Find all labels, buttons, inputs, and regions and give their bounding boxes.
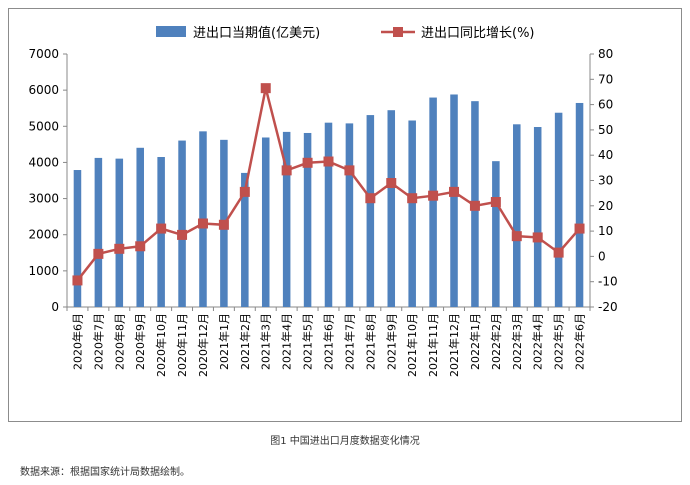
x-tick-label-10: 2021年3月 — [259, 313, 273, 370]
bar-12 — [303, 132, 312, 307]
bar-10 — [261, 137, 270, 307]
y-right-tick-label: 50 — [598, 123, 613, 137]
x-tick-label-19: 2021年12月 — [447, 313, 461, 377]
x-tick-label-12: 2021年5月 — [301, 313, 315, 370]
y-left-tick-label: 3000 — [28, 192, 59, 206]
y-right-tick-label: 70 — [598, 72, 613, 86]
growth-point-5 — [156, 223, 167, 234]
y-left-tick-label: 7000 — [28, 47, 59, 61]
bar-15 — [366, 115, 375, 308]
x-tick-label-8: 2021年1月 — [217, 313, 231, 370]
x-tick-label-7: 2020年12月 — [196, 313, 210, 377]
growth-point-14 — [344, 165, 355, 176]
figure-caption: 图1 中国进出口月度数据变化情况 — [270, 436, 420, 447]
x-tick-label-21: 2022年2月 — [489, 313, 503, 370]
bar-19 — [450, 94, 458, 307]
x-tick-label-25: 2022年6月 — [573, 313, 587, 370]
x-tick-label-16: 2021年9月 — [384, 313, 398, 370]
bar-14 — [345, 123, 354, 307]
growth-point-17 — [407, 193, 418, 204]
x-tick-label-22: 2022年3月 — [510, 313, 524, 370]
growth-point-13 — [323, 156, 334, 167]
legend-bar-swatch — [156, 26, 186, 37]
y-right-tick-label: 40 — [598, 148, 613, 162]
bar-25 — [575, 102, 584, 307]
growth-point-2 — [93, 248, 104, 259]
growth-point-10 — [260, 83, 271, 94]
y-left-tick-label: 5000 — [28, 119, 59, 133]
bar-23 — [533, 127, 542, 307]
x-tick-label-18: 2021年11月 — [426, 313, 440, 377]
growth-point-20 — [469, 200, 480, 211]
x-tick-label-2: 2020年7月 — [91, 313, 105, 370]
growth-point-7 — [197, 218, 208, 229]
y-left-tick-label: 4000 — [28, 155, 59, 169]
source-note: 数据来源：根据国家统计局数据绘制。 — [20, 467, 190, 478]
y-right-tick-label: 80 — [598, 47, 613, 61]
growth-point-25 — [574, 223, 585, 234]
y-left-tick-label: 2000 — [28, 228, 59, 242]
growth-point-22 — [511, 231, 522, 242]
bar-21 — [492, 161, 500, 307]
x-tick-label-13: 2021年6月 — [322, 313, 336, 370]
bar-13 — [324, 122, 333, 308]
growth-point-1 — [72, 275, 83, 286]
y-left-tick-label: 6000 — [28, 83, 59, 97]
bar-18 — [429, 97, 437, 307]
growth-point-19 — [449, 186, 460, 197]
x-tick-label-9: 2021年2月 — [238, 313, 252, 370]
bar-6 — [178, 140, 186, 307]
bar-24 — [554, 112, 563, 307]
growth-point-24 — [553, 247, 564, 258]
growth-point-11 — [281, 165, 292, 176]
x-tick-label-11: 2021年4月 — [280, 313, 294, 370]
y-right-tick-label: -10 — [598, 275, 618, 289]
x-tick-label-14: 2021年7月 — [342, 313, 356, 370]
y-right-tick-label: 20 — [598, 199, 613, 213]
x-tick-label-4: 2020年9月 — [133, 313, 147, 370]
y-right-tick-label: -20 — [598, 300, 618, 314]
bar-1 — [73, 170, 82, 307]
legend-line-label: 进出口同比增长(%) — [421, 26, 535, 41]
growth-point-3 — [114, 243, 125, 254]
growth-point-23 — [532, 232, 543, 243]
chart-svg: 0 1000 2000 3000 4000 5000 6000 7000 -20 -10 0 10 20… — [28, 25, 618, 377]
x-tick-label-20: 2022年1月 — [468, 313, 482, 370]
y-right-tick-label: 30 — [598, 174, 613, 188]
x-tick-label-6: 2020年11月 — [175, 313, 189, 377]
growth-point-15 — [365, 193, 376, 204]
x-tick-label-23: 2022年4月 — [531, 313, 545, 370]
y-left-tick-label: 1000 — [28, 264, 59, 278]
bar-3 — [115, 158, 124, 307]
y-right-tick-label: 60 — [598, 98, 613, 112]
growth-point-8 — [218, 219, 229, 230]
growth-point-21 — [490, 197, 501, 208]
x-tick-label-1: 2020年6月 — [70, 313, 84, 370]
bar-17 — [408, 120, 416, 307]
x-tick-label-15: 2021年8月 — [363, 313, 377, 370]
x-tick-label-5: 2020年10月 — [154, 313, 168, 377]
bar-9 — [241, 172, 249, 307]
y-right-tick-label: 10 — [598, 224, 613, 238]
growth-point-18 — [428, 190, 439, 201]
growth-point-12 — [302, 157, 313, 168]
growth-point-9 — [239, 186, 250, 197]
legend-line-marker — [393, 27, 403, 37]
x-tick-label-17: 2021年10月 — [405, 313, 419, 377]
chart-frame: 0 1000 2000 3000 4000 5000 6000 7000 -20 -10 0 10 20… — [8, 8, 682, 422]
y-right-tick-label: 0 — [598, 249, 606, 263]
growth-point-4 — [135, 241, 146, 252]
growth-point-16 — [386, 178, 397, 189]
bar-11 — [282, 131, 291, 307]
x-tick-label-24: 2022年5月 — [552, 313, 566, 370]
growth-point-6 — [177, 229, 188, 240]
bar-22 — [513, 124, 521, 308]
y-left-tick-label: 0 — [51, 300, 59, 314]
bar-16 — [387, 110, 396, 307]
legend-bar-label: 进出口当期值(亿美元) — [193, 25, 320, 41]
bar-4 — [136, 147, 144, 307]
bar-2 — [94, 157, 103, 307]
x-tick-label-3: 2020年8月 — [112, 313, 126, 370]
